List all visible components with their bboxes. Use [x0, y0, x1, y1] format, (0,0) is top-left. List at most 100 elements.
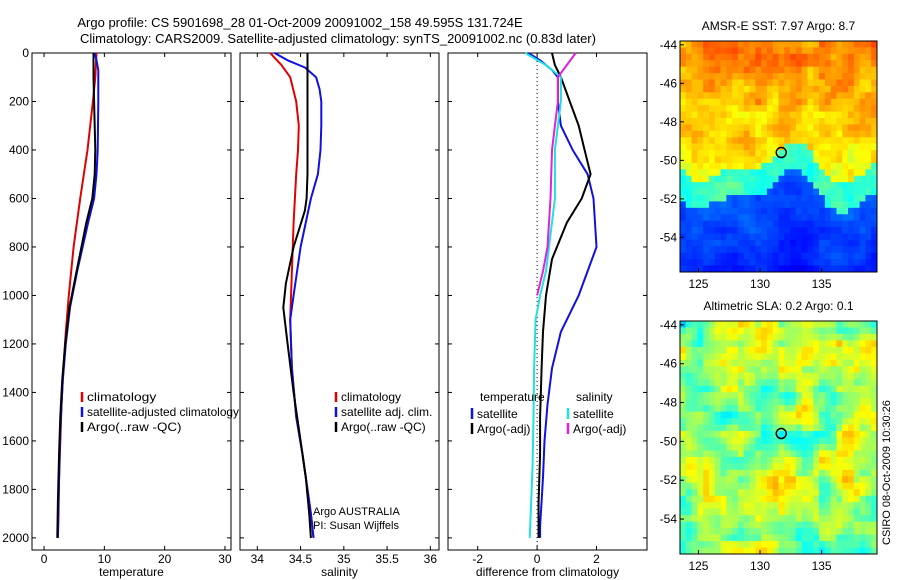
heatmap-cell — [726, 66, 733, 74]
heatmap-cell — [848, 92, 855, 100]
heatmap-cell — [749, 547, 756, 555]
heatmap-cell — [680, 327, 687, 335]
heatmap-cell — [824, 515, 832, 523]
heatmap-cell — [795, 130, 803, 138]
heatmap-cell — [766, 379, 774, 387]
heatmap-cell — [749, 41, 756, 48]
heatmap-cell — [772, 398, 779, 406]
heatmap-cell — [732, 130, 739, 138]
heatmap-cell — [801, 443, 808, 451]
heatmap-cell — [853, 130, 861, 138]
heatmap-cell — [732, 476, 739, 484]
heatmap-cell — [842, 150, 849, 157]
heatmap-cell — [743, 392, 750, 400]
heatmap-cell — [848, 411, 855, 419]
heatmap-cell — [749, 372, 756, 380]
heatmap-cell — [772, 418, 779, 425]
heatmap-cell — [801, 182, 808, 189]
heatmap-cell — [772, 98, 779, 106]
heatmap-cell — [714, 379, 721, 387]
heatmap-cell — [830, 327, 837, 335]
heatmap-cell — [784, 130, 791, 138]
heatmap-cell — [766, 182, 774, 189]
heatmap-cell — [830, 418, 837, 425]
heatmap-cell — [836, 359, 843, 367]
heatmap-cell — [871, 541, 878, 548]
heatmap-cell — [807, 437, 814, 445]
heatmap-cell — [714, 130, 721, 138]
heatmap-cell — [743, 111, 750, 119]
heatmap-cell — [697, 405, 704, 413]
heatmap-cell — [824, 502, 832, 510]
heatmap-cell — [819, 239, 826, 247]
heatmap-cell — [865, 353, 872, 361]
heatmap-cell — [766, 195, 774, 202]
heatmap-cell — [859, 346, 866, 354]
heatmap-cell — [685, 398, 692, 406]
heatmap-cell — [830, 340, 837, 348]
heatmap-cell — [749, 405, 756, 413]
heatmap-cell — [772, 521, 779, 529]
heatmap-cell — [761, 340, 768, 348]
heatmap-cell — [761, 143, 768, 151]
heatmap-cell — [871, 443, 878, 451]
heatmap-cell — [813, 207, 820, 215]
heatmap-cell — [703, 53, 710, 61]
heatmap-cell — [859, 239, 866, 247]
heatmap-cell — [795, 385, 803, 393]
heatmap-cell — [685, 79, 692, 87]
heatmap-cell — [824, 259, 832, 266]
heatmap-cell — [824, 528, 832, 535]
heatmap-cell — [778, 169, 785, 177]
heatmap-cell — [680, 162, 687, 170]
heatmap-cell — [726, 463, 733, 471]
heatmap-cell — [784, 111, 791, 119]
heatmap-cell — [743, 207, 750, 215]
heatmap-cell — [755, 379, 762, 387]
heatmap-cell — [778, 392, 785, 400]
heatmap-cell — [703, 392, 710, 400]
heatmap-cell — [772, 124, 779, 132]
heatmap-cell — [865, 118, 872, 125]
heatmap-cell — [732, 195, 739, 202]
legend-entry: Argo(-adj) — [573, 422, 626, 436]
heatmap-cell — [766, 398, 774, 406]
heatmap-cell — [755, 515, 762, 523]
heatmap-cell — [737, 169, 745, 177]
heatmap-cell — [685, 169, 692, 177]
heatmap-cell — [801, 437, 808, 445]
heatmap-cell — [743, 265, 750, 273]
heatmap-cell — [761, 130, 768, 138]
heatmap-cell — [772, 207, 779, 215]
heatmap-cell — [859, 372, 866, 380]
y-tick-label: -50 — [660, 153, 678, 167]
heatmap-cell — [871, 353, 878, 361]
heatmap-cell — [691, 392, 698, 400]
heatmap-cell — [819, 188, 826, 196]
heatmap-cell — [790, 214, 797, 222]
heatmap-cell — [697, 188, 704, 196]
heatmap-cell — [708, 327, 716, 335]
heatmap-cell — [691, 195, 698, 202]
heatmap-cell — [772, 366, 779, 374]
heatmap-cell — [865, 424, 872, 432]
heatmap-cell — [836, 214, 843, 222]
heatmap-cell — [853, 385, 861, 393]
heatmap-cell — [836, 424, 843, 432]
heatmap-cell — [871, 137, 878, 145]
heatmap-cell — [691, 418, 698, 425]
heatmap-cell — [848, 515, 855, 523]
heatmap-cell — [691, 502, 698, 510]
heatmap-cell — [790, 508, 797, 516]
heatmap-cell — [772, 143, 779, 151]
heatmap-cell — [871, 515, 878, 523]
heatmap-cell — [708, 105, 716, 112]
heatmap-cell — [865, 143, 872, 151]
heatmap-cell — [807, 98, 814, 106]
heatmap-cell — [708, 137, 716, 145]
heatmap-cell — [853, 418, 861, 425]
heatmap-cell — [813, 528, 820, 535]
heatmap-cell — [859, 259, 866, 266]
heatmap-cell — [685, 239, 692, 247]
heatmap-cell — [761, 456, 768, 464]
